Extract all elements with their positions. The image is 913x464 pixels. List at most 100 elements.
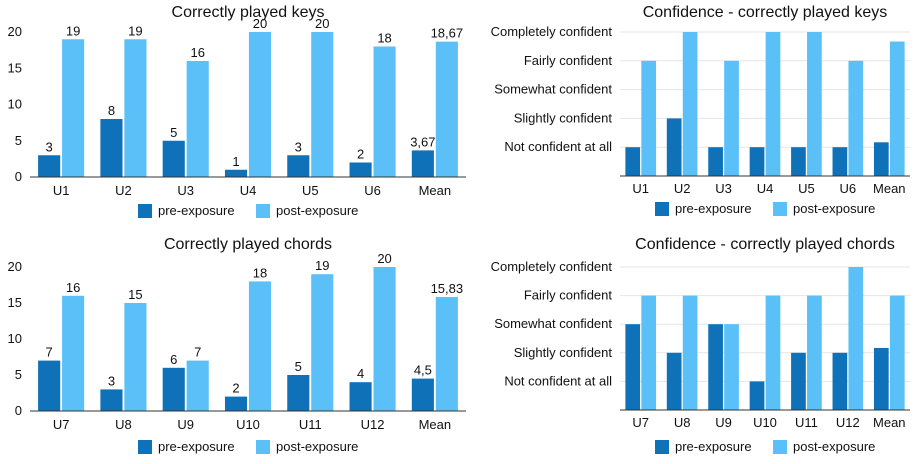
x-tick-label: U1 [632,181,649,196]
x-tick-label: U12 [361,417,385,432]
x-tick-label: U2 [674,181,691,196]
data-label: 19 [128,23,142,38]
bar-post-u9 [186,360,209,411]
x-tick-label: U3 [177,183,194,198]
chart-svg-confidence-chords: Confidence - correctly played chords Not … [491,236,910,454]
legend-pre-swatch [138,204,152,218]
bar-pre-u1 [38,155,61,177]
legend-pre-swatch [655,440,669,454]
chart-correctly-played-keys: Correctly played keys 0 5 10 15 20 3 19 U1 8 19 U2 5… [0,0,470,229]
y-tick-label: Completely confident [491,259,613,274]
x-tick-label: U10 [753,415,777,430]
bar-pre-u9 [708,324,723,410]
bar-pre-u5 [287,155,310,177]
y-tick-label: 15 [8,60,22,75]
x-tick-label: U4 [757,181,774,196]
legend-post-label: post-exposure [276,439,358,454]
legend-pre-swatch [138,440,152,454]
bar-post-u6 [373,46,396,177]
bar-post-mean [889,295,905,410]
y-tick-label: 20 [8,24,22,39]
x-tick-label: U11 [795,415,818,430]
x-tick-label: U5 [302,183,319,198]
bar-pre-mean [873,347,889,410]
data-label: 6 [170,352,177,367]
y-tick-label: 5 [15,133,22,148]
legend-pre-label: pre-exposure [158,203,235,218]
bar-post-u2 [124,39,147,177]
data-label: 3 [108,373,115,388]
bar-post-u6 [848,60,864,176]
bar-pre-u6 [349,162,372,177]
y-tick-label: Fairly confident [524,53,613,68]
bar-post-u2 [682,32,698,176]
bar-post-u9 [724,324,739,410]
x-tick-label: Mean [419,183,452,198]
bar-pre-u6 [832,147,848,176]
legend-pre-label: pre-exposure [158,439,235,454]
x-tick-label: Mean [873,181,906,196]
data-label: 19 [315,258,329,273]
bar-post-u1 [641,60,657,176]
chart-svg-confidence-keys: Confidence - correctly played keys Not co… [491,4,910,216]
bar-pre-u3 [708,147,723,176]
bar-pre-u12 [832,352,848,410]
data-label: 5 [295,359,302,374]
bar-pre-u9 [162,367,185,411]
x-tick-label: U6 [364,183,381,198]
legend-post-swatch [773,440,787,454]
bar-post-u4 [248,32,272,177]
y-tick-label: 10 [8,331,22,346]
bar-pre-u3 [162,140,185,177]
bar-pre-u2 [666,118,682,176]
legend-pre-label: pre-exposure [675,439,752,454]
bar-post-u11 [807,295,822,410]
data-label: 3 [46,139,53,154]
chart-svg-chords: Correctly played chords 0 5 10 15 20 7 16 U7 3 15 U… [8,236,466,454]
x-tick-label: U9 [177,417,194,432]
data-label: 15,83 [431,281,464,296]
x-tick-label: U8 [115,417,132,432]
bar-pre-u1 [625,147,641,176]
x-tick-label: U7 [632,415,649,430]
bar-pre-u7 [38,360,61,411]
bar-post-u7 [641,295,657,410]
data-label: 18,67 [431,26,464,41]
bar-post-u4 [765,32,781,176]
data-label: 16 [190,45,204,60]
legend-post-swatch [256,440,270,454]
bar-post-u7 [62,295,85,411]
bar-pre-u4 [749,147,765,176]
bar-pre-u2 [100,119,123,177]
x-tick-label: Mean [419,417,452,432]
bar-post-u8 [124,303,147,411]
data-label: 19 [66,23,80,38]
bar-post-u1 [62,39,85,177]
legend-pre-label: pre-exposure [675,201,752,216]
y-tick-label: 15 [8,295,22,310]
legend-pre-swatch [655,202,669,216]
x-tick-label: U12 [836,415,860,430]
bar-pre-mean [873,142,889,176]
bar-post-u11 [311,274,334,411]
y-tick-label: Completely confident [491,24,613,39]
legend-post-label: post-exposure [793,201,875,216]
y-tick-label: Not confident at all [504,373,612,388]
chart-correctly-played-chords: Correctly played chords 0 5 10 15 20 7 16 U7 3 15 U… [0,229,470,459]
x-tick-label: U8 [674,415,691,430]
data-label: 3 [295,139,302,154]
y-tick-label: 0 [15,169,22,184]
x-tick-label: U10 [236,417,260,432]
chart-title: Correctly played keys [172,4,325,21]
x-tick-label: U9 [715,415,732,430]
data-label: 4,5 [414,363,432,378]
legend-post-swatch [773,202,787,216]
bar-pre-u11 [791,352,806,410]
data-label: 18 [253,265,267,280]
bar-post-u10 [248,281,272,411]
chart-confidence-chords: Confidence - correctly played chords Not … [470,229,913,459]
data-label: 20 [315,16,329,31]
chart-title: Confidence - correctly played keys [643,4,888,21]
y-tick-label: Slightly confident [514,345,613,360]
bar-pre-u8 [666,352,682,410]
